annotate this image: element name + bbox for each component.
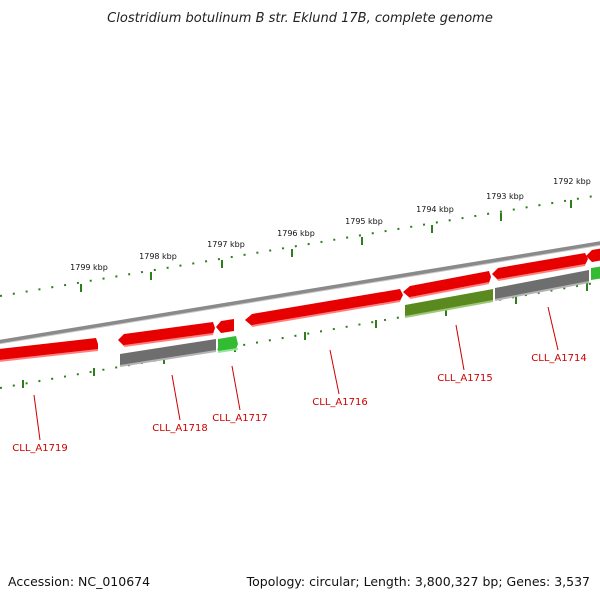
feature-gray-1714	[495, 270, 589, 300]
scale-label: 1794 kbp	[416, 205, 454, 214]
gene-arrow-next	[586, 248, 600, 262]
gene-leader-line	[171, 374, 181, 421]
genome-summary-text: Topology: circular; Length: 3,800,327 bp…	[246, 574, 590, 589]
accession-text: Accession: NC_010674	[8, 574, 150, 589]
gene-edge-cll-a1718	[123, 333, 214, 347]
feature-green-next	[591, 266, 600, 280]
feature-gray-1714-edge	[494, 281, 590, 301]
forward-genes	[0, 248, 600, 362]
gene-label: CLL_A1717	[212, 413, 267, 424]
gene-label-leaders	[33, 306, 559, 441]
gene-leader-line	[33, 394, 41, 441]
scale-label: 1798 kbp	[139, 252, 177, 261]
scale-label: 1793 kbp	[486, 192, 524, 201]
map-title: Clostridium botulinum B str. Eklund 17B,…	[107, 11, 493, 26]
gene-arrow-cll-a1716	[245, 289, 403, 326]
gene-edge-cll-a1716	[251, 300, 401, 327]
gene-arrow-cll-a1715	[403, 271, 491, 298]
map-body: 1799 kbp 1798 kbp 1797 kbp 1796 kbp 1795 kbp…	[0, 177, 600, 454]
outer-scale: 1799 kbp 1798 kbp 1797 kbp 1796 kbp 1795 kbp…	[0, 177, 600, 297]
gene-edge-cll-a1714	[497, 264, 586, 281]
feature-green-1717-edge	[217, 348, 239, 353]
gene-leader-line	[455, 324, 465, 371]
backbone-highlight	[0, 244, 600, 345]
feature-olive-1715-edge	[404, 300, 494, 318]
feature-green-1717	[218, 336, 238, 352]
feature-gray-1718	[120, 339, 216, 366]
feature-olive-1715	[405, 289, 493, 317]
gene-leader-line	[231, 365, 241, 411]
gene-leader-line	[329, 349, 340, 395]
gene-edge-cll-a1719	[0, 349, 99, 362]
gene-leader-line	[547, 306, 559, 351]
outer-scale-labels: 1799 kbp 1798 kbp 1797 kbp 1796 kbp 1795 kbp…	[70, 177, 591, 272]
gene-arrow-cll-a1718	[118, 322, 215, 346]
gene-label: CLL_A1714	[531, 353, 586, 364]
scale-label: 1797 kbp	[207, 240, 245, 249]
gene-label: CLL_A1715	[437, 373, 492, 384]
outer-scale-major-ticks	[80, 200, 572, 292]
gene-arrow-cll-a1719	[0, 338, 98, 361]
outer-scale-minor-ticks	[0, 194, 600, 297]
gene-arrow-cll-a1717-fwd	[216, 319, 234, 333]
reverse-genes	[119, 266, 600, 367]
gene-label: CLL_A1718	[152, 423, 207, 434]
scale-label: 1796 kbp	[277, 229, 315, 238]
gene-label: CLL_A1719	[12, 443, 67, 454]
gene-arrow-cll-a1714	[492, 253, 588, 280]
scale-label: 1795 kbp	[345, 217, 383, 226]
gene-labels: CLL_A1719 CLL_A1718 CLL_A1717 CLL_A1716 CLL_…	[12, 353, 586, 454]
backbone-track	[0, 241, 600, 344]
gene-label: CLL_A1716	[312, 397, 367, 408]
gene-edge-cll-a1715	[409, 282, 490, 299]
scale-label: 1799 kbp	[70, 263, 108, 272]
scale-label: 1792 kbp	[553, 177, 591, 186]
feature-gray-1718-edge	[119, 350, 217, 367]
